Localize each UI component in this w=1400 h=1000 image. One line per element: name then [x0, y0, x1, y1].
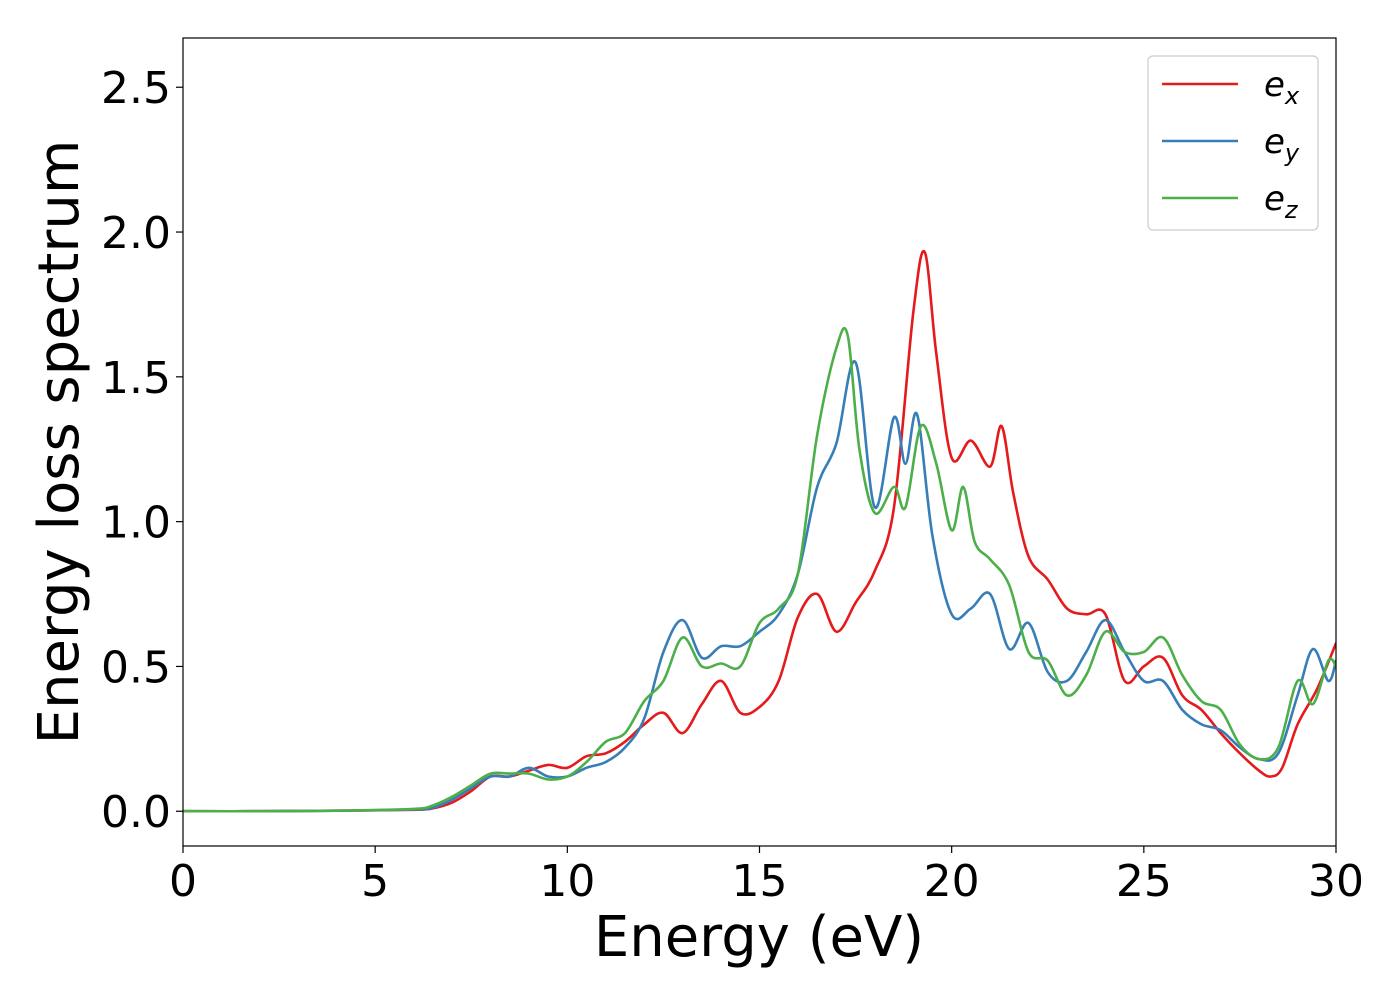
x-axis-label: Energy (eV)	[594, 905, 924, 970]
x-tick-label: 5	[361, 856, 389, 907]
legend-subscript-x: x	[1284, 82, 1300, 110]
x-tick-label: 25	[1116, 856, 1172, 907]
series-line-z	[183, 326, 1336, 813]
legend-subscript-y: y	[1284, 139, 1300, 167]
x-tick-label: 30	[1308, 856, 1364, 907]
legend-subscript-z: z	[1284, 196, 1299, 224]
y-axis-ticks: 0.0 0.5 1.0 1.5 2.0 2.5	[101, 63, 183, 838]
series-lines	[183, 249, 1336, 813]
y-tick-label: 1.0	[101, 498, 171, 549]
x-tick-label: 15	[732, 856, 788, 907]
y-tick-label: 2.0	[101, 208, 171, 259]
legend-box	[1147, 55, 1319, 231]
y-axis-label: Energy loss spectrum	[27, 140, 92, 745]
y-tick-label: 2.5	[101, 63, 171, 114]
series-line-y	[183, 360, 1336, 813]
y-tick-label: 0.5	[101, 642, 171, 693]
plot-area	[182, 37, 1337, 847]
y-tick-label: 1.5	[101, 353, 171, 404]
x-tick-label: 0	[169, 856, 197, 907]
y-tick-label: 0.0	[101, 787, 171, 838]
x-tick-label: 10	[539, 856, 595, 907]
x-tick-label: 20	[924, 856, 980, 907]
x-axis-ticks: 0 5 10 15 20 25 30	[169, 846, 1364, 907]
series-line-x	[183, 249, 1336, 813]
